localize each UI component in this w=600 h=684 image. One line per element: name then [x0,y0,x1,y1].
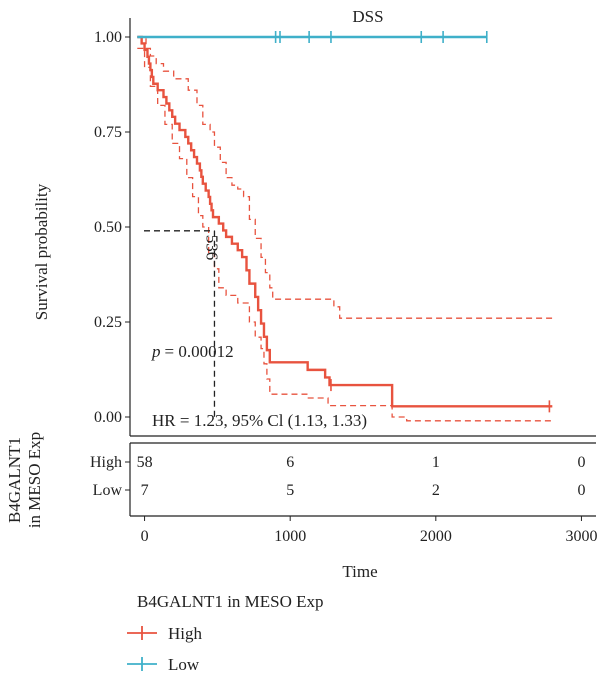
risk-table-title-line2: in MESO Exp [25,432,44,528]
x-axis-label: Time [342,562,377,581]
x-tick-label: 0 [141,528,149,545]
risk-row-label: High [90,454,122,471]
y-tick-label: 0.50 [94,219,122,236]
x-tick-label: 1000 [274,528,306,545]
risk-table-title-line1: B4GALNT1 [5,437,24,523]
y-ticks: 0.00 0.25 0.50 0.75 1.00 [94,29,130,426]
hr-annotation: HR = 1.23, 95% Cl (1.13, 1.33) [152,411,367,430]
series-line-95-ci-upper [137,36,553,319]
risk-count: 5 [286,482,294,499]
y-tick-label: 0.75 [94,124,122,141]
x-tick-label: 2000 [420,528,452,545]
y-tick-label: 0.00 [94,409,122,426]
risk-count: 0 [577,482,585,499]
risk-count: 6 [286,454,294,471]
series-line-95-ci-lower [137,47,553,422]
median-lines [144,230,216,417]
x-tick-label: 3000 [565,528,597,545]
x-ticks: 0 1000 2000 3000 [141,516,597,545]
legend-item-label: High [168,624,203,643]
p-value-text: = 0.00012 [165,342,234,361]
risk-count: 7 [141,482,149,499]
series-layer [137,31,553,422]
risk-count: 0 [577,454,585,471]
risk-count: 1 [432,454,440,471]
risk-count: 58 [137,454,153,471]
chart-title: DSS [352,7,383,26]
risk-row-label: Low [93,482,123,499]
risk-table: High 58 6 1 0 Low 7 5 2 0 [90,454,585,499]
y-tick-label: 0.25 [94,314,122,331]
median-time-label: 536 [202,235,221,260]
y-axis-label: Survival probability [32,183,51,320]
p-value-annotation: p = 0.00012 [151,342,234,361]
legend-item-label: Low [168,655,200,674]
series-line-high [137,35,553,408]
p-symbol: p [151,342,161,361]
legend-title: B4GALNT1 in MESO Exp [137,592,324,611]
risk-count: 2 [432,482,440,499]
y-tick-label: 1.00 [94,29,122,46]
legend: High Low [127,624,203,674]
